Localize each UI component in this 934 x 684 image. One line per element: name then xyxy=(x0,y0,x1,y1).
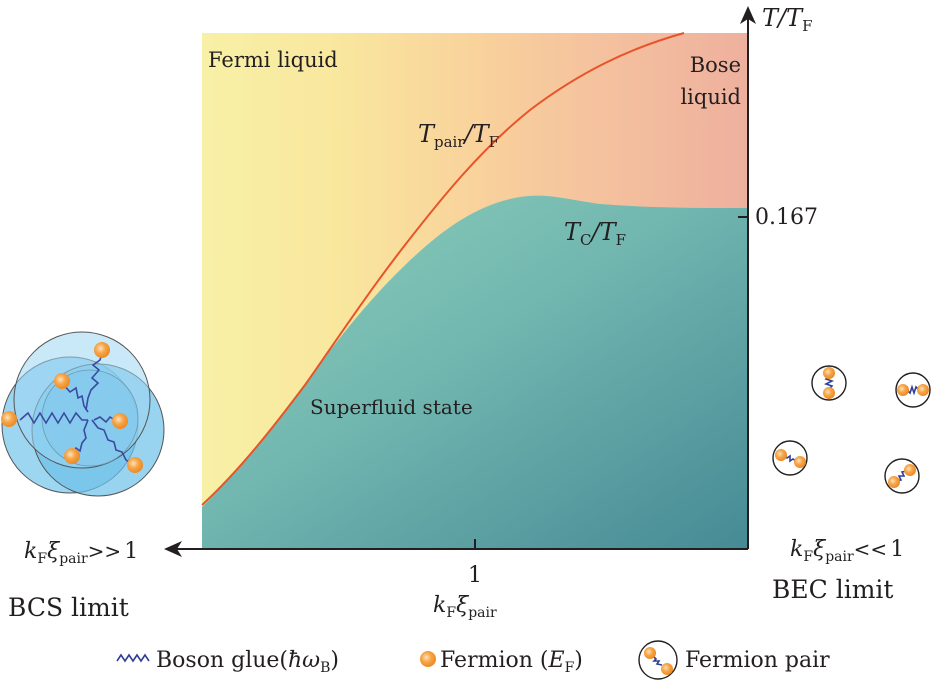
bec-molecules-illustration xyxy=(772,365,931,494)
bcs-cooper-pairs-illustration xyxy=(1,331,165,497)
fermion-pair-legend-icon xyxy=(638,640,678,680)
superfluid-label: Superfluid state xyxy=(310,395,473,419)
fermion-icon xyxy=(112,413,128,429)
bcs-limit-label: BCS limit xyxy=(8,593,129,622)
legend: Boson glue(ħωB) Fermion (EF) Fermion pai… xyxy=(116,640,830,680)
tc-label: TC/TF xyxy=(564,218,626,249)
fermi-liquid-label: Fermi liquid xyxy=(208,48,338,72)
bose-liquid-label-line2: liquid xyxy=(680,85,741,109)
y-axis-arrowhead-icon xyxy=(740,6,756,24)
fermion-pair-icon xyxy=(772,440,808,476)
boson-glue-icon xyxy=(116,653,150,663)
fermion-pair-icon xyxy=(884,458,920,494)
x-axis-label: kFξpair xyxy=(433,593,497,621)
y-tick-label: 0.167 xyxy=(755,205,818,230)
bec-limit-label: BEC limit xyxy=(772,575,893,604)
tpair-label: Tpair/TF xyxy=(418,120,499,151)
boson-glue-springs xyxy=(19,349,136,467)
x-axis-arrowhead-icon xyxy=(164,541,182,557)
legend-boson-glue: Boson glue(ħωB) xyxy=(156,648,339,676)
x-tick-label: 1 xyxy=(468,563,482,588)
bose-liquid-label-line1: Bose xyxy=(690,53,741,77)
fermion-icon xyxy=(94,342,110,358)
fermion-legend-icon xyxy=(420,651,436,667)
fermion-pair-icon xyxy=(895,372,931,408)
tpair-curve xyxy=(201,32,685,506)
fermion-pair-icon xyxy=(811,365,847,401)
fermion-icon xyxy=(64,448,80,464)
fermion-icon xyxy=(127,457,143,473)
legend-fermion-pair: Fermion pair xyxy=(685,648,830,673)
bec-end-label: kFξpair<< 1 xyxy=(790,537,904,565)
fermion-icon xyxy=(1,411,17,427)
bcs-end-label: kFξpair>> 1 xyxy=(24,539,138,567)
superfluid-region xyxy=(202,195,748,549)
legend-fermion: Fermion (EF) xyxy=(440,648,583,676)
fermion-icon xyxy=(54,373,70,389)
y-axis-label: T/TF xyxy=(762,4,813,35)
